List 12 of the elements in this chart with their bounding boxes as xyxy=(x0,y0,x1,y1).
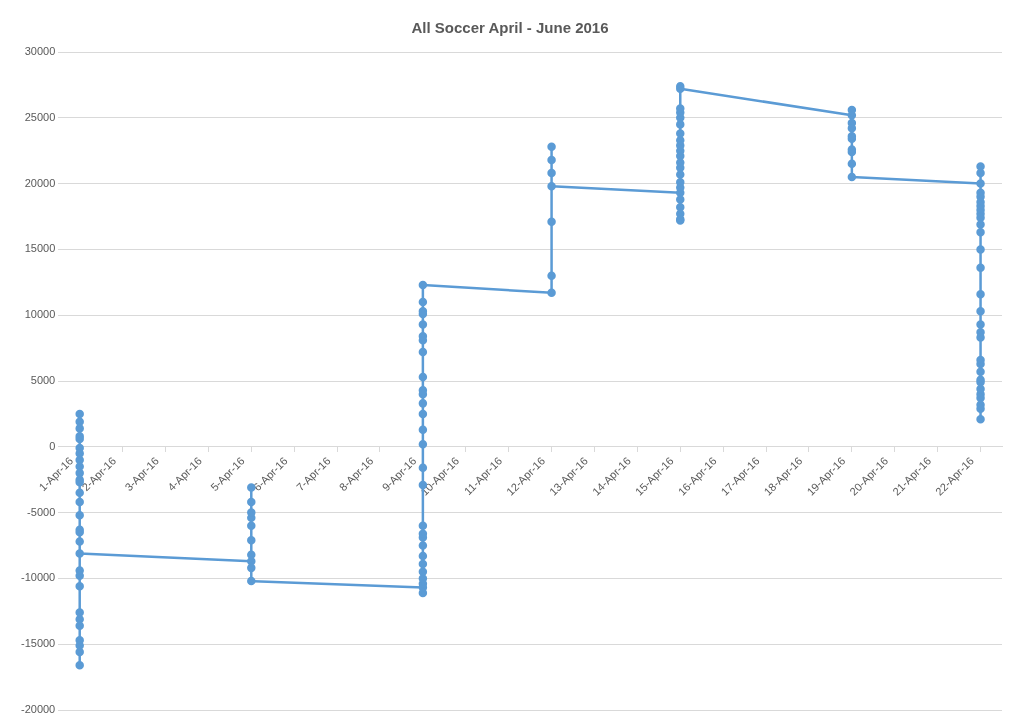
y-tick-label: 30000 xyxy=(24,45,56,58)
y-tick-label: -15000 xyxy=(20,637,56,650)
y-tick-label: -20000 xyxy=(20,703,56,716)
chart-title: All Soccer April - June 2016 xyxy=(411,19,609,37)
y-tick-label: 0 xyxy=(49,439,56,452)
y-tick-label: -5000 xyxy=(27,505,56,518)
y-tick-label: 20000 xyxy=(24,176,56,189)
y-tick-label: -10000 xyxy=(20,571,56,584)
y-tick-label: 25000 xyxy=(24,110,56,123)
y-tick-label: 10000 xyxy=(24,308,56,321)
y-tick-label: 5000 xyxy=(30,374,56,387)
y-tick-label: 15000 xyxy=(24,242,56,255)
